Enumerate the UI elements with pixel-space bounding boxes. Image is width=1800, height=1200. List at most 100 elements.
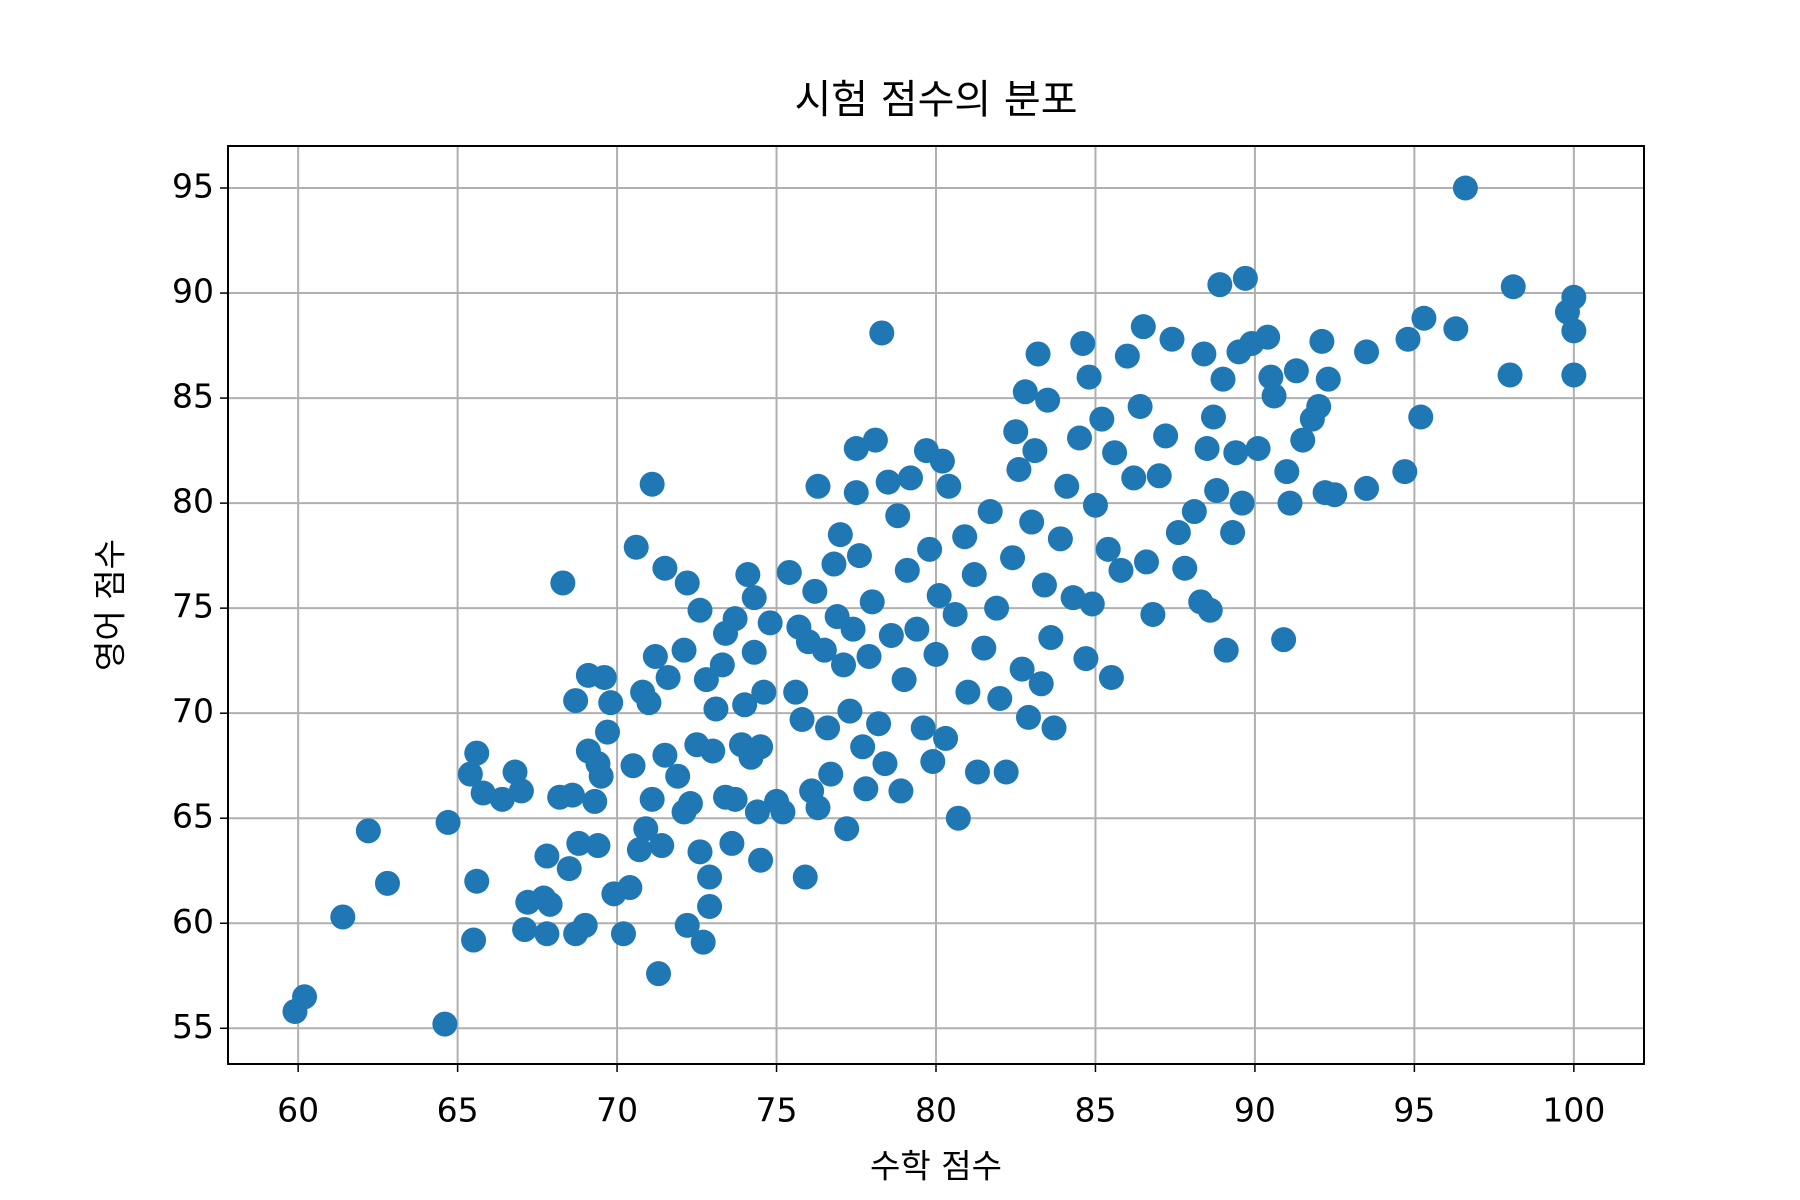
point [1019,509,1045,535]
point [1108,557,1134,583]
point [977,499,1003,525]
point [1035,387,1061,413]
point [859,589,885,615]
point [1261,383,1287,409]
point [1452,175,1478,201]
point [748,847,774,873]
x-tick-label: 95 [1393,1091,1435,1130]
point [792,864,818,890]
point [744,799,770,825]
point [1274,459,1300,485]
point [904,616,930,642]
y-tick-label: 70 [172,692,214,731]
point [1102,440,1128,466]
point [1031,572,1057,598]
point [1306,393,1332,419]
point [1197,597,1223,623]
point [732,692,758,718]
point [464,740,490,766]
point [850,734,876,760]
point [292,984,318,1010]
point [1133,549,1159,575]
point [722,786,748,812]
point [776,559,802,585]
point [598,690,624,716]
point [910,715,936,741]
point [1127,393,1153,419]
y-tick-label: 55 [172,1007,214,1046]
point [802,578,828,604]
x-tick-label: 100 [1542,1091,1605,1130]
point [687,597,713,623]
point [700,738,726,764]
y-tick-label: 90 [172,272,214,311]
point [872,751,898,777]
point [1207,272,1233,298]
y-tick-label: 85 [172,377,214,416]
point [955,679,981,705]
point [709,652,735,678]
point [875,469,901,495]
x-tick-label: 85 [1074,1091,1116,1130]
point [655,664,681,690]
point [987,685,1013,711]
point [1408,404,1434,430]
point [1500,274,1526,300]
point [652,555,678,581]
point [432,1011,458,1037]
point [741,639,767,665]
point [827,522,853,548]
point [751,679,777,705]
point [1561,318,1587,344]
point [719,830,745,856]
point [559,782,585,808]
point [878,622,904,648]
point [1210,366,1236,392]
point [834,816,860,842]
point [1073,646,1099,672]
x-tick-label: 60 [277,1091,319,1130]
point [818,761,844,787]
point [1411,305,1437,331]
point [856,643,882,669]
y-tick-label: 60 [172,902,214,941]
point [993,759,1019,785]
point [534,921,560,947]
point [674,912,700,938]
point [722,606,748,632]
point [585,833,611,859]
point [1054,473,1080,499]
point [620,753,646,779]
point [1204,478,1230,504]
point [831,652,857,678]
point [936,473,962,499]
point [1290,427,1316,453]
point [1025,341,1051,367]
point [697,893,723,919]
point [623,534,649,560]
point [639,471,665,497]
point [508,778,534,804]
point [1146,463,1172,489]
point [952,524,978,550]
point [633,816,659,842]
point [652,742,678,768]
point [697,864,723,890]
point [933,725,959,751]
point [805,795,831,821]
point [556,856,582,882]
x-tick-label: 65 [437,1091,479,1130]
point [1028,671,1054,697]
point [646,961,672,987]
point [920,749,946,775]
point [1220,520,1246,546]
y-tick-label: 95 [172,167,214,206]
point [1443,316,1469,342]
point [1561,284,1587,310]
chart-title: 시험 점수의 분포 [794,77,1077,123]
point [639,786,665,812]
point [534,843,560,869]
point [840,616,866,642]
point [942,601,968,627]
